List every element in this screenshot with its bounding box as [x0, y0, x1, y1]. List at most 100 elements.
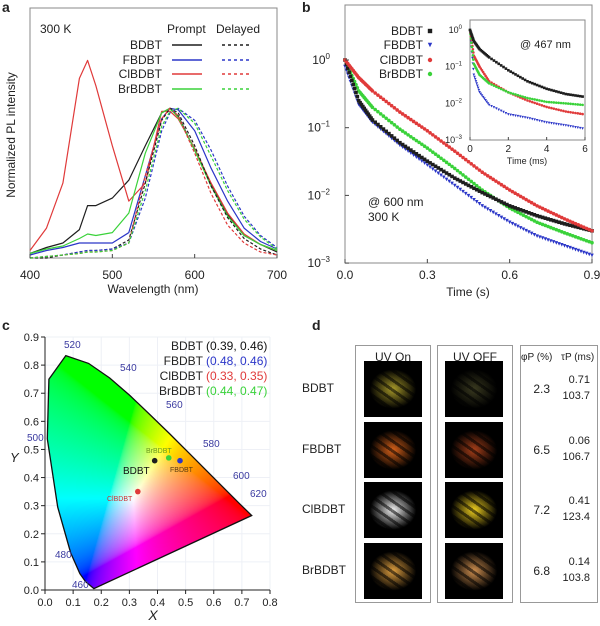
inset-y-tick-label: 10−3 [445, 135, 463, 145]
inset-point-fbdbt [519, 115, 522, 118]
inset-point-fbdbt [479, 92, 483, 96]
inset-point-bdbt [578, 94, 582, 98]
decay-point-brbdbt [354, 82, 358, 87]
inset-point-bdbt [535, 83, 539, 87]
inset-point-bdbt [495, 60, 498, 64]
wavelength-label-480: 480 [55, 550, 72, 561]
decay-point-bdbt [422, 157, 427, 162]
inset-point-bdbt [542, 86, 546, 90]
cie-point-label-brbdbt: BrBDBT [146, 448, 172, 455]
inset-point-fbdbt [497, 108, 501, 112]
inset-point-fbdbt [480, 94, 484, 97]
y-tick-label: 0.4 [24, 473, 39, 485]
decay-point-bdbt [554, 219, 559, 224]
uv-on-photo-brbdbt [364, 543, 422, 599]
inset-point-fbdbt [483, 97, 486, 101]
y-tick-label: 10−1 [308, 120, 331, 135]
decay-point-clbdbt [505, 186, 509, 191]
decay-point-clbdbt [480, 170, 485, 175]
decay-point-bdbt [387, 131, 391, 136]
inset-point-bdbt [562, 92, 565, 95]
decay-point-brbdbt [463, 175, 468, 179]
inset-point-fbdbt [504, 111, 508, 115]
panel-a-ylabel: Normalized PL intensity [4, 72, 18, 198]
cie-point-label-bdbt: BDBT [123, 466, 150, 477]
inset-point-brbdbt [542, 100, 546, 103]
decay-point-fbdbt [549, 239, 553, 243]
decay-point-bdbt [524, 210, 528, 214]
curve-clbdbt-delayed [29, 107, 278, 259]
inset-point-bdbt [472, 38, 475, 41]
inset-point-clbdbt [490, 81, 493, 84]
inset-point-fbdbt [530, 117, 534, 121]
inset-point-fbdbt [475, 82, 479, 85]
wavelength-label-540: 540 [120, 363, 137, 374]
inset-point-clbdbt [526, 99, 529, 102]
decay-point-fbdbt [403, 147, 408, 152]
decay-point-fbdbt [409, 151, 413, 156]
decay-point-bdbt [365, 110, 369, 115]
decay-point-fbdbt [499, 215, 504, 220]
decay-point-brbdbt [518, 211, 523, 216]
inset-point-fbdbt [509, 113, 513, 117]
inset-point-fbdbt [562, 123, 565, 127]
inset-point-brbdbt [516, 93, 520, 97]
inset-point-clbdbt [540, 104, 544, 107]
tau-header: τP (ms) [561, 352, 595, 363]
inset-point-fbdbt [574, 125, 577, 129]
decay-point-bdbt [395, 138, 399, 143]
decay-point-clbdbt [590, 228, 594, 233]
decay-point-brbdbt [447, 162, 452, 167]
decay-point-brbdbt [433, 152, 438, 156]
inset-point-brbdbt [581, 103, 584, 107]
inset-point-fbdbt [528, 117, 532, 120]
row-label: FBDBT [302, 442, 342, 456]
decay-point-brbdbt [417, 140, 421, 145]
decay-point-brbdbt [461, 173, 465, 177]
decay-point-bdbt [499, 200, 504, 204]
decay-point-fbdbt [472, 197, 476, 202]
decay-point-bdbt [381, 127, 386, 131]
decay-point-bdbt [480, 190, 485, 195]
decay-point-fbdbt [469, 195, 474, 200]
spectral-locus [46, 354, 253, 590]
cie-point-brbdbt [165, 455, 172, 461]
decay-point-fbdbt [436, 171, 441, 176]
inset-point-clbdbt [545, 105, 548, 109]
inset-point-bdbt [530, 81, 534, 85]
inset-point-clbdbt [542, 104, 546, 108]
decay-point-clbdbt [447, 145, 452, 149]
y-tick-label: 0.7 [24, 388, 39, 400]
decay-point-fbdbt [442, 175, 446, 180]
decay-point-fbdbt [474, 200, 479, 204]
cie-legend-name-brbdbt: BrBDBT [159, 384, 204, 398]
x-tick-label: 0.5 [178, 597, 193, 609]
x-tick-label: 0.0 [337, 268, 354, 282]
decay-point-fbdbt [510, 221, 515, 226]
decay-point-clbdbt [491, 177, 496, 182]
inset-point-fbdbt [487, 103, 491, 107]
inset-point-brbdbt [470, 45, 474, 49]
decay-point-clbdbt [370, 89, 375, 93]
legend-label-fbdbt: FBDBT [123, 53, 163, 67]
inset-y-tick-label: 10−2 [445, 98, 463, 108]
cie-legend-name-bdbt: BDBT [171, 339, 204, 353]
inset-point-clbdbt [554, 107, 558, 111]
inset-point-brbdbt [499, 87, 503, 91]
decay-point-clbdbt [436, 137, 441, 141]
legend-marker-brbdbt [427, 71, 433, 77]
tau-value-2: 106.7 [562, 451, 590, 463]
decay-point-bdbt [568, 223, 572, 228]
wavelength-label-600: 600 [233, 471, 250, 482]
decay-point-brbdbt [414, 138, 419, 143]
inset-point-bdbt [574, 94, 577, 97]
x-tick-label: 600 [185, 268, 205, 282]
decay-point-brbdbt [469, 179, 474, 184]
inset-point-fbdbt [571, 125, 575, 129]
decay-point-fbdbt [458, 187, 463, 192]
decay-point-clbdbt [581, 225, 586, 230]
inset-point-fbdbt [485, 100, 489, 104]
decay-point-bdbt [398, 140, 402, 145]
decay-point-bdbt [485, 193, 490, 198]
cie-legend-coords-bdbt: (0.39, 0.46) [206, 339, 267, 353]
